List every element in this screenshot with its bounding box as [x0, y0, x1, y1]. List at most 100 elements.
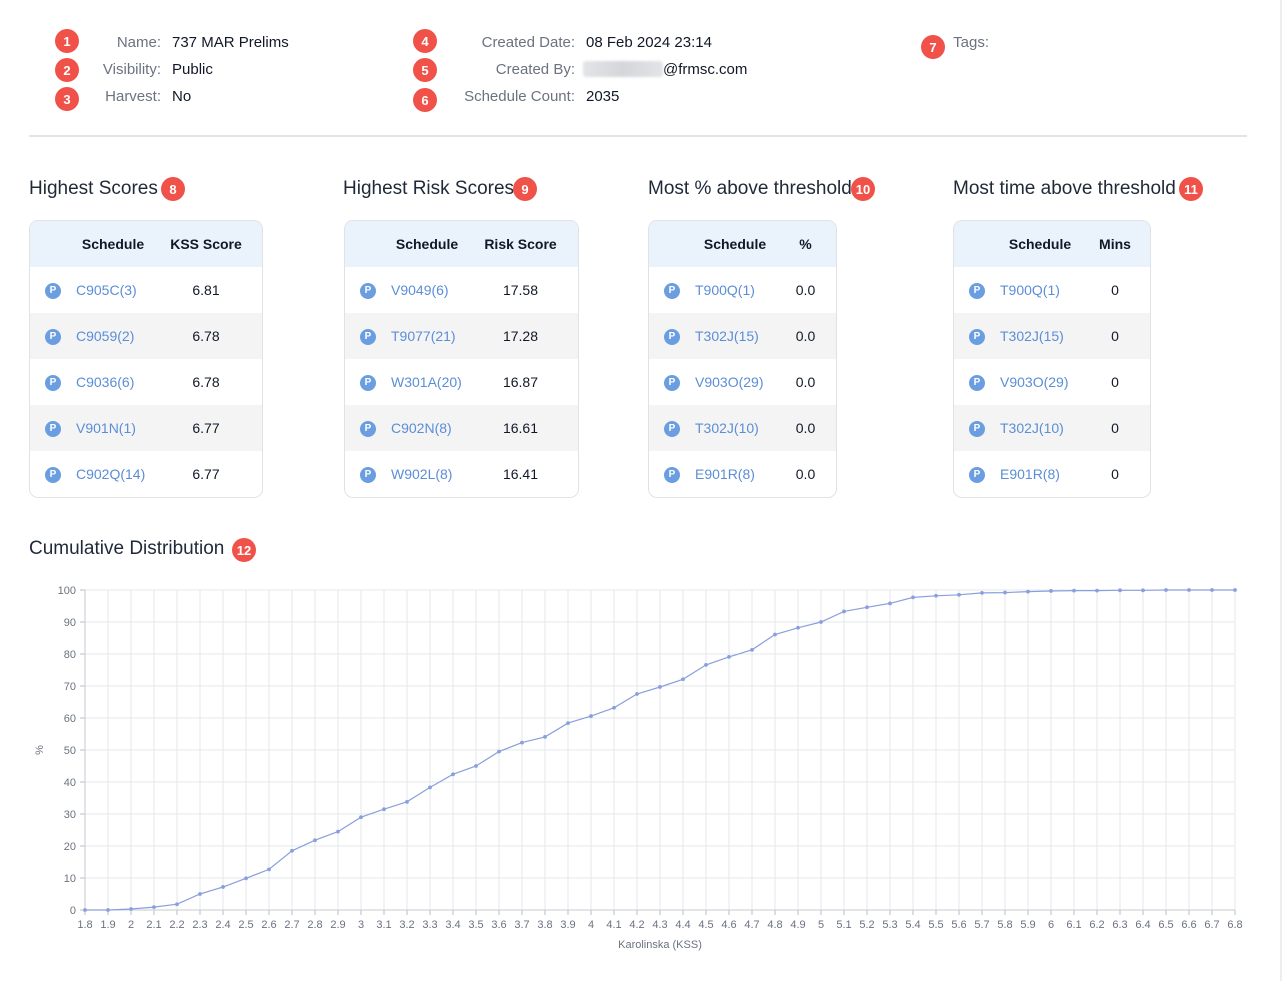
schedule-column-header[interactable]: Schedule: [81, 236, 145, 252]
x-tick-label: 5.6: [951, 919, 966, 931]
data-point: [1210, 588, 1214, 592]
x-tick-label: 3: [358, 919, 364, 931]
x-tick-label: 6.5: [1158, 919, 1173, 931]
data-point: [1072, 588, 1076, 593]
score-value: 6.77: [192, 466, 220, 482]
kss-score-column-header[interactable]: KSS Score: [170, 236, 242, 252]
schedule-count-label: Schedule Count:: [464, 88, 575, 105]
schedule-column-header[interactable]: Schedule: [1008, 236, 1072, 252]
table-header-row: Schedule %: [649, 221, 836, 267]
pct-value: 0.0: [795, 374, 816, 390]
table-row: P V901N(1) 6.77: [30, 405, 262, 451]
y-tick-label: 70: [64, 681, 76, 693]
risk-value: 17.58: [502, 282, 539, 298]
schedule-link[interactable]: T900Q(1): [695, 282, 755, 298]
y-axis-label: %: [34, 745, 46, 755]
schedule-link[interactable]: T302J(15): [1000, 328, 1064, 344]
p-badge-icon: P: [969, 374, 985, 391]
visibility-label: Visibility:: [102, 61, 161, 78]
data-point: [589, 714, 593, 718]
table-row: P E901R(8) 0.0: [649, 451, 836, 497]
schedule-link[interactable]: C9036(6): [76, 374, 135, 390]
data-point: [980, 590, 984, 595]
table-row: P V903O(29) 0.0: [649, 359, 836, 405]
x-tick-label: 4.9: [790, 919, 805, 931]
harvest-label: Harvest:: [105, 88, 161, 105]
p-badge-icon: P: [664, 328, 680, 345]
visibility-value: Public: [172, 61, 213, 78]
cumulative-distribution-chart: 0 10 20 30 40 50 60 70 80 90 100 1.8 1.9 2 2.1 2.2 2.3 2.…: [34, 585, 1243, 951]
schedule-link[interactable]: T900Q(1): [1000, 282, 1060, 298]
data-point: [566, 721, 570, 726]
data-point: [1233, 588, 1237, 592]
schedule-link[interactable]: C902N(8): [391, 420, 452, 436]
schedule-count-value: 2035: [586, 88, 620, 105]
highest-scores-title: Highest Scores: [29, 178, 158, 199]
data-point: [175, 902, 179, 907]
schedule-link[interactable]: T302J(15): [695, 328, 759, 344]
data-point: [198, 892, 202, 896]
header-spacer: [649, 221, 695, 267]
data-point: [474, 764, 478, 768]
y-tick-label: 10: [64, 873, 76, 885]
tags-label: Tags:: [953, 34, 989, 51]
schedule-link[interactable]: C902Q(14): [76, 466, 146, 482]
pct-value: 0.0: [795, 466, 816, 482]
schedule-link[interactable]: V903O(29): [695, 374, 764, 390]
name-label: Name:: [116, 34, 161, 51]
data-point: [1164, 588, 1168, 592]
data-point: [520, 740, 524, 745]
schedule-column-header[interactable]: Schedule: [703, 236, 767, 252]
most-pct-title: Most % above threshold: [648, 178, 852, 199]
score-value: 6.78: [192, 374, 220, 390]
p-badge-icon: P: [360, 282, 376, 299]
schedule-link[interactable]: E901R(8): [1000, 466, 1060, 482]
x-tick-label: 2.9: [330, 919, 345, 931]
data-point: [934, 593, 938, 598]
marker-6: 6: [413, 88, 437, 112]
schedule-link[interactable]: W301A(20): [391, 374, 462, 390]
schedule-link[interactable]: V901N(1): [76, 420, 136, 436]
data-point: [244, 876, 248, 881]
x-tick-label: 6.8: [1227, 919, 1242, 931]
schedule-column-header[interactable]: Schedule: [395, 236, 459, 252]
data-point: [1026, 589, 1030, 594]
data-point: [1003, 590, 1007, 595]
x-tick-label: 5.9: [1020, 919, 1035, 931]
schedule-link[interactable]: T9077(21): [391, 328, 456, 344]
data-point: [957, 592, 961, 597]
table-row: P C905C(3) 6.81: [30, 267, 262, 313]
data-point: [451, 772, 455, 777]
schedule-link[interactable]: T302J(10): [1000, 420, 1064, 436]
schedule-link[interactable]: V903O(29): [1000, 374, 1069, 390]
x-tick-label: 5.7: [974, 919, 989, 931]
table-row: P C902Q(14) 6.77: [30, 451, 262, 497]
schedule-link[interactable]: E901R(8): [695, 466, 755, 482]
table-header-row: Schedule KSS Score: [30, 221, 262, 267]
schedule-link[interactable]: W902L(8): [391, 466, 453, 482]
harvest-value: No: [172, 88, 192, 105]
pct-column-header[interactable]: %: [799, 236, 812, 252]
x-tick-label: 5.2: [859, 919, 874, 931]
mins-column-header[interactable]: Mins: [1099, 236, 1131, 252]
data-point: [1118, 588, 1122, 593]
schedule-link[interactable]: C905C(3): [76, 282, 137, 298]
schedule-link[interactable]: V9049(6): [391, 282, 449, 298]
y-tick-label: 30: [64, 809, 76, 821]
x-tick-label: 2.1: [146, 919, 161, 931]
p-badge-icon: P: [969, 466, 985, 483]
mins-value: 0: [1111, 374, 1119, 390]
risk-value: 16.61: [502, 420, 539, 436]
schedule-link[interactable]: C9059(2): [76, 328, 135, 344]
x-tick-label: 5.3: [882, 919, 897, 931]
created-by-domain: @frmsc.com: [663, 61, 748, 78]
highest-risk-card: Schedule Risk Score P V9049(6) 17.58 P T…: [344, 220, 579, 498]
risk-score-column-header[interactable]: Risk Score: [484, 236, 557, 252]
most-pct-table: Schedule % P T900Q(1) 0.0 P T302J(15) 0.…: [649, 221, 836, 497]
x-tick-label: 6.3: [1112, 919, 1127, 931]
x-tick-label: 6.1: [1066, 919, 1081, 931]
schedule-link[interactable]: T302J(10): [695, 420, 759, 436]
data-point: [428, 785, 432, 790]
pct-value: 0.0: [795, 282, 816, 298]
data-point: [359, 815, 363, 820]
